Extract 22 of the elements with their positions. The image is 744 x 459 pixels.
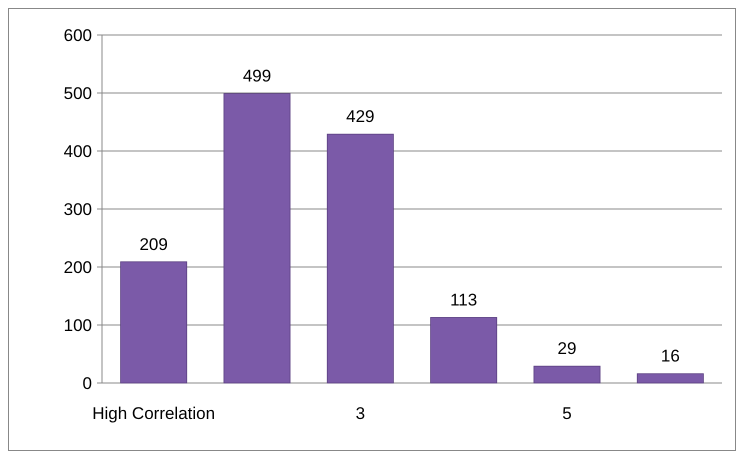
bar [120, 261, 188, 384]
x-tick-label: 3 [356, 404, 366, 423]
data-label: 429 [346, 107, 375, 126]
y-tick-label: 0 [82, 374, 92, 393]
y-tick-label: 300 [64, 200, 92, 219]
bar [534, 366, 600, 384]
data-label: 499 [242, 66, 272, 86]
data-label: 29 [558, 339, 576, 358]
bar [430, 317, 498, 384]
y-tick-label: 500 [64, 84, 92, 103]
bar [326, 134, 394, 384]
bar [636, 373, 704, 384]
y-tick-label: 100 [64, 316, 92, 335]
bar [224, 93, 290, 384]
y-tick-label: 600 [64, 26, 92, 45]
data-label: 209 [139, 234, 168, 254]
x-tick-label: High Correlation [92, 404, 216, 423]
x-tick-label: 5 [562, 404, 572, 423]
y-tick-label: 400 [64, 142, 92, 161]
data-label: 113 [450, 290, 478, 310]
y-tick-label: 200 [64, 258, 92, 277]
data-label: 16 [660, 346, 680, 366]
